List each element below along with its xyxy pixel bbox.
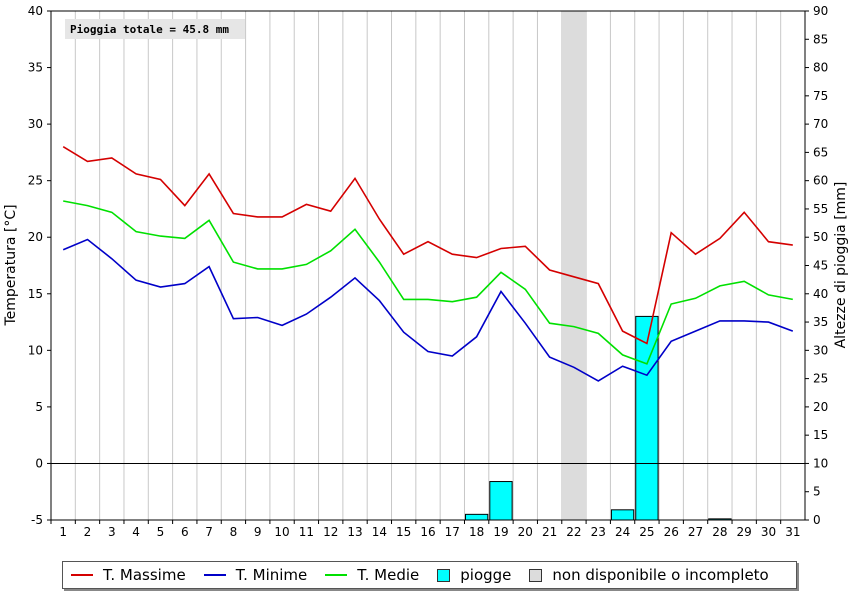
rain-bar bbox=[489, 481, 513, 521]
x-tick-label: 25 bbox=[639, 525, 654, 539]
x-tick-label: 10 bbox=[274, 525, 289, 539]
left-axis-ticks: -5 0 5 10 15 20 25 30 35 40 bbox=[28, 4, 51, 527]
x-tick-label: 24 bbox=[615, 525, 630, 539]
x-tick-label: 19 bbox=[493, 525, 508, 539]
right-tick-label: 35 bbox=[813, 315, 828, 329]
x-tick-label: 4 bbox=[132, 525, 140, 539]
x-tick-label: 7 bbox=[205, 525, 213, 539]
chart-legend: T. Massime T. Minime T. Medie piogge non… bbox=[62, 561, 797, 589]
x-tick-label: 15 bbox=[396, 525, 411, 539]
right-tick-label: 0 bbox=[813, 513, 821, 527]
right-tick-label: 45 bbox=[813, 259, 828, 273]
legend-item-mean: T. Medie bbox=[325, 566, 419, 584]
legend-item-max: T. Massime bbox=[71, 566, 186, 584]
rain-bar bbox=[635, 315, 659, 521]
left-tick-label: 5 bbox=[35, 400, 43, 414]
right-axis-ticks: 0 5 10 15 20 25 30 35 40 45 50 55 60 65 70 75 80 85 90 bbox=[805, 4, 828, 527]
legend-swatch-min bbox=[203, 574, 226, 576]
legend-item-rain: piogge bbox=[437, 566, 511, 584]
x-tick-label: 22 bbox=[566, 525, 581, 539]
legend-label-rain: piogge bbox=[460, 566, 512, 584]
legend-item-unavailable: non disponibile o incompleto bbox=[529, 566, 769, 584]
left-tick-label: 40 bbox=[28, 4, 43, 18]
x-tick-label: 17 bbox=[445, 525, 460, 539]
legend-swatch-rain bbox=[437, 568, 451, 582]
right-tick-label: 40 bbox=[813, 287, 828, 301]
x-tick-label: 27 bbox=[688, 525, 703, 539]
right-tick-label: 80 bbox=[813, 61, 828, 75]
legend-swatch-mean bbox=[325, 574, 348, 576]
rain-bar bbox=[464, 513, 489, 521]
legend-label-min: T. Minime bbox=[235, 566, 308, 584]
legend-swatch-max bbox=[71, 574, 93, 576]
right-tick-label: 55 bbox=[813, 202, 828, 216]
right-tick-label: 65 bbox=[813, 145, 828, 159]
right-tick-label: 50 bbox=[813, 230, 828, 244]
legend-label-mean: T. Medie bbox=[357, 566, 420, 584]
right-tick-label: 30 bbox=[813, 343, 828, 357]
x-axis-ticks: 1 2 3 4 5 6 7 8 9 10 11 12 13 14 15 16 17 18 19 20 21 22 23 24 2… bbox=[50, 520, 800, 539]
x-tick-label: 21 bbox=[542, 525, 557, 539]
x-tick-label: 2 bbox=[84, 525, 92, 539]
left-tick-label: 0 bbox=[35, 456, 43, 470]
max-temperature-line bbox=[62, 146, 793, 345]
x-tick-label: 6 bbox=[181, 525, 189, 539]
right-tick-label: 85 bbox=[813, 32, 828, 46]
right-axis-label: Altezze di pioggia [mm] bbox=[833, 182, 849, 349]
left-tick-label: 20 bbox=[28, 230, 43, 244]
x-tick-label: 26 bbox=[664, 525, 679, 539]
total-rain-box bbox=[65, 19, 245, 39]
left-axis-label: Temperatura [°C] bbox=[3, 204, 19, 326]
left-tick-label: 15 bbox=[28, 287, 43, 301]
left-tick-label: 30 bbox=[28, 117, 43, 131]
right-tick-label: 15 bbox=[813, 428, 828, 442]
left-tick-label: 10 bbox=[28, 343, 43, 357]
left-tick-label: 35 bbox=[28, 61, 43, 75]
x-tick-label: 28 bbox=[712, 525, 727, 539]
x-tick-label: 5 bbox=[157, 525, 165, 539]
x-tick-label: 11 bbox=[299, 525, 314, 539]
x-tick-label: 3 bbox=[108, 525, 116, 539]
x-tick-label: 29 bbox=[737, 525, 752, 539]
legend-label-max: T. Massime bbox=[103, 566, 186, 584]
x-tick-label: 18 bbox=[469, 525, 484, 539]
min-temperature-line bbox=[62, 238, 794, 382]
left-tick-label: 25 bbox=[28, 174, 43, 188]
x-tick-label: 12 bbox=[323, 525, 338, 539]
unavailable-band bbox=[561, 11, 587, 520]
plot-frame bbox=[50, 10, 806, 521]
rain-bar bbox=[610, 509, 635, 521]
right-tick-label: 25 bbox=[813, 372, 828, 386]
x-tick-label: 1 bbox=[59, 525, 67, 539]
rain-bars bbox=[464, 315, 732, 521]
legend-swatch-unavailable bbox=[529, 568, 543, 582]
x-tick-label: 31 bbox=[785, 525, 800, 539]
right-tick-label: 10 bbox=[813, 456, 828, 470]
total-rain-annotation: Pioggia totale = 45.8 mm bbox=[70, 23, 229, 36]
x-tick-label: 23 bbox=[591, 525, 606, 539]
right-tick-label: 20 bbox=[813, 400, 828, 414]
x-tick-label: 13 bbox=[347, 525, 362, 539]
right-tick-label: 70 bbox=[813, 117, 828, 131]
x-tick-label: 9 bbox=[254, 525, 262, 539]
right-tick-label: 60 bbox=[813, 174, 828, 188]
chart-grid bbox=[74, 11, 782, 520]
temperature-lines bbox=[62, 146, 794, 382]
right-tick-label: 5 bbox=[813, 485, 821, 499]
x-tick-label: 30 bbox=[761, 525, 776, 539]
mean-temperature-line bbox=[63, 200, 793, 365]
x-tick-label: 16 bbox=[420, 525, 435, 539]
x-tick-label: 20 bbox=[518, 525, 533, 539]
legend-label-unavailable: non disponibile o incompleto bbox=[552, 566, 769, 584]
x-tick-label: 14 bbox=[372, 525, 387, 539]
unavailable-bands bbox=[561, 11, 587, 520]
legend-item-min: T. Minime bbox=[203, 566, 308, 584]
left-tick-label: -5 bbox=[31, 513, 43, 527]
right-tick-label: 75 bbox=[813, 89, 828, 103]
x-tick-label: 8 bbox=[230, 525, 238, 539]
right-tick-label: 90 bbox=[813, 4, 828, 18]
